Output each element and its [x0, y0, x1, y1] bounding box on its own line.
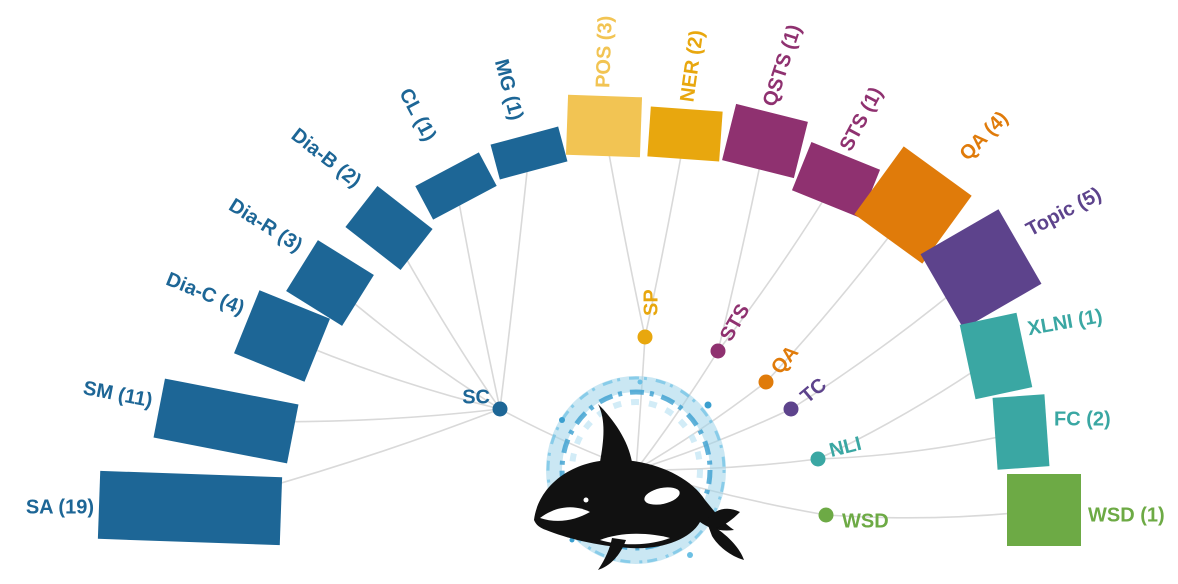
link-pos	[603, 125, 646, 338]
task-qsts: QSTS (1)	[722, 22, 808, 179]
task-sm: SM (11)	[81, 377, 299, 464]
orca-body	[534, 404, 744, 570]
task-box-qa-t	[854, 146, 972, 264]
task-xlni: XLNI (1)	[959, 305, 1104, 400]
category-dot-sc	[492, 401, 508, 417]
task-label-sts-t: STS (1)	[836, 84, 888, 155]
task-mg: MG (1)	[490, 57, 568, 180]
link-sp-center	[635, 336, 646, 471]
category-sc: SC	[462, 386, 508, 417]
task-box-dia-r	[286, 240, 374, 326]
water-splash-ring	[546, 376, 726, 564]
task-label-qsts: QSTS (1)	[759, 22, 806, 109]
task-label-fc: FC (2)	[1054, 408, 1111, 430]
category-nli: NLI	[810, 433, 864, 467]
task-label-dia-b: Dia-B (2)	[287, 124, 365, 192]
task-pos: POS (3)	[565, 15, 643, 158]
link-sts-t	[717, 179, 837, 352]
category-dot-qa	[758, 374, 774, 390]
task-wsd-t: WSD (1)	[1007, 474, 1165, 546]
task-dia-b: Dia-B (2)	[287, 124, 433, 271]
task-label-sa: SA (19)	[26, 496, 94, 518]
task-box-ner	[647, 106, 723, 162]
task-label-dia-r: Dia-R (3)	[225, 194, 306, 256]
task-label-cl: CL (1)	[394, 85, 440, 145]
category-tc: TC	[783, 374, 831, 417]
task-label-ner: NER (2)	[676, 29, 708, 104]
task-box-mg	[490, 126, 568, 180]
task-box-topic	[920, 209, 1042, 329]
category-dot-sp	[637, 329, 653, 345]
task-label-sm: SM (11)	[81, 377, 154, 412]
category-sts: STS	[710, 300, 755, 359]
task-box-dia-b	[345, 185, 433, 271]
task-fc: FC (2)	[992, 394, 1111, 470]
category-sp: SP	[637, 289, 662, 345]
task-sa: SA (19)	[26, 470, 283, 546]
task-cl: CL (1)	[394, 85, 497, 220]
task-box-wsd-t	[1007, 474, 1081, 546]
task-box-sa	[97, 470, 283, 546]
category-label-sts: STS	[716, 300, 755, 345]
category-dot-nli	[810, 451, 826, 467]
task-box-pos	[565, 94, 643, 158]
task-label-qa-t: QA (4)	[956, 107, 1013, 165]
task-ner: NER (2)	[647, 29, 723, 162]
category-wsd: WSD	[818, 507, 889, 532]
link-cl	[455, 185, 501, 410]
task-box-cl	[415, 152, 497, 220]
task-box-fc	[992, 394, 1050, 470]
orca-splash-icon	[534, 376, 744, 570]
task-label-mg: MG (1)	[490, 57, 527, 123]
category-label-sc: SC	[462, 386, 490, 408]
task-label-topic: Topic (5)	[1022, 183, 1105, 241]
task-label-pos: POS (3)	[592, 15, 617, 88]
task-box-qsts	[722, 103, 808, 179]
task-box-dia-c	[234, 290, 330, 382]
category-dot-tc	[783, 401, 799, 417]
category-label-sp: SP	[640, 289, 662, 316]
task-box-sm	[153, 378, 299, 464]
category-dot-sts	[710, 343, 726, 359]
task-dia-r: Dia-R (3)	[225, 194, 374, 326]
task-label-wsd-t: WSD (1)	[1088, 504, 1165, 526]
task-box-sts-t	[791, 142, 881, 218]
category-label-wsd: WSD	[842, 510, 889, 532]
category-dot-wsd	[818, 507, 834, 523]
link-sts-center	[635, 350, 719, 471]
task-label-xlni: XLNI (1)	[1026, 305, 1104, 340]
link-ner	[644, 133, 686, 338]
link-mg	[499, 152, 530, 410]
task-box-xlni	[959, 312, 1033, 400]
task-label-dia-c: Dia-C (4)	[163, 268, 247, 319]
